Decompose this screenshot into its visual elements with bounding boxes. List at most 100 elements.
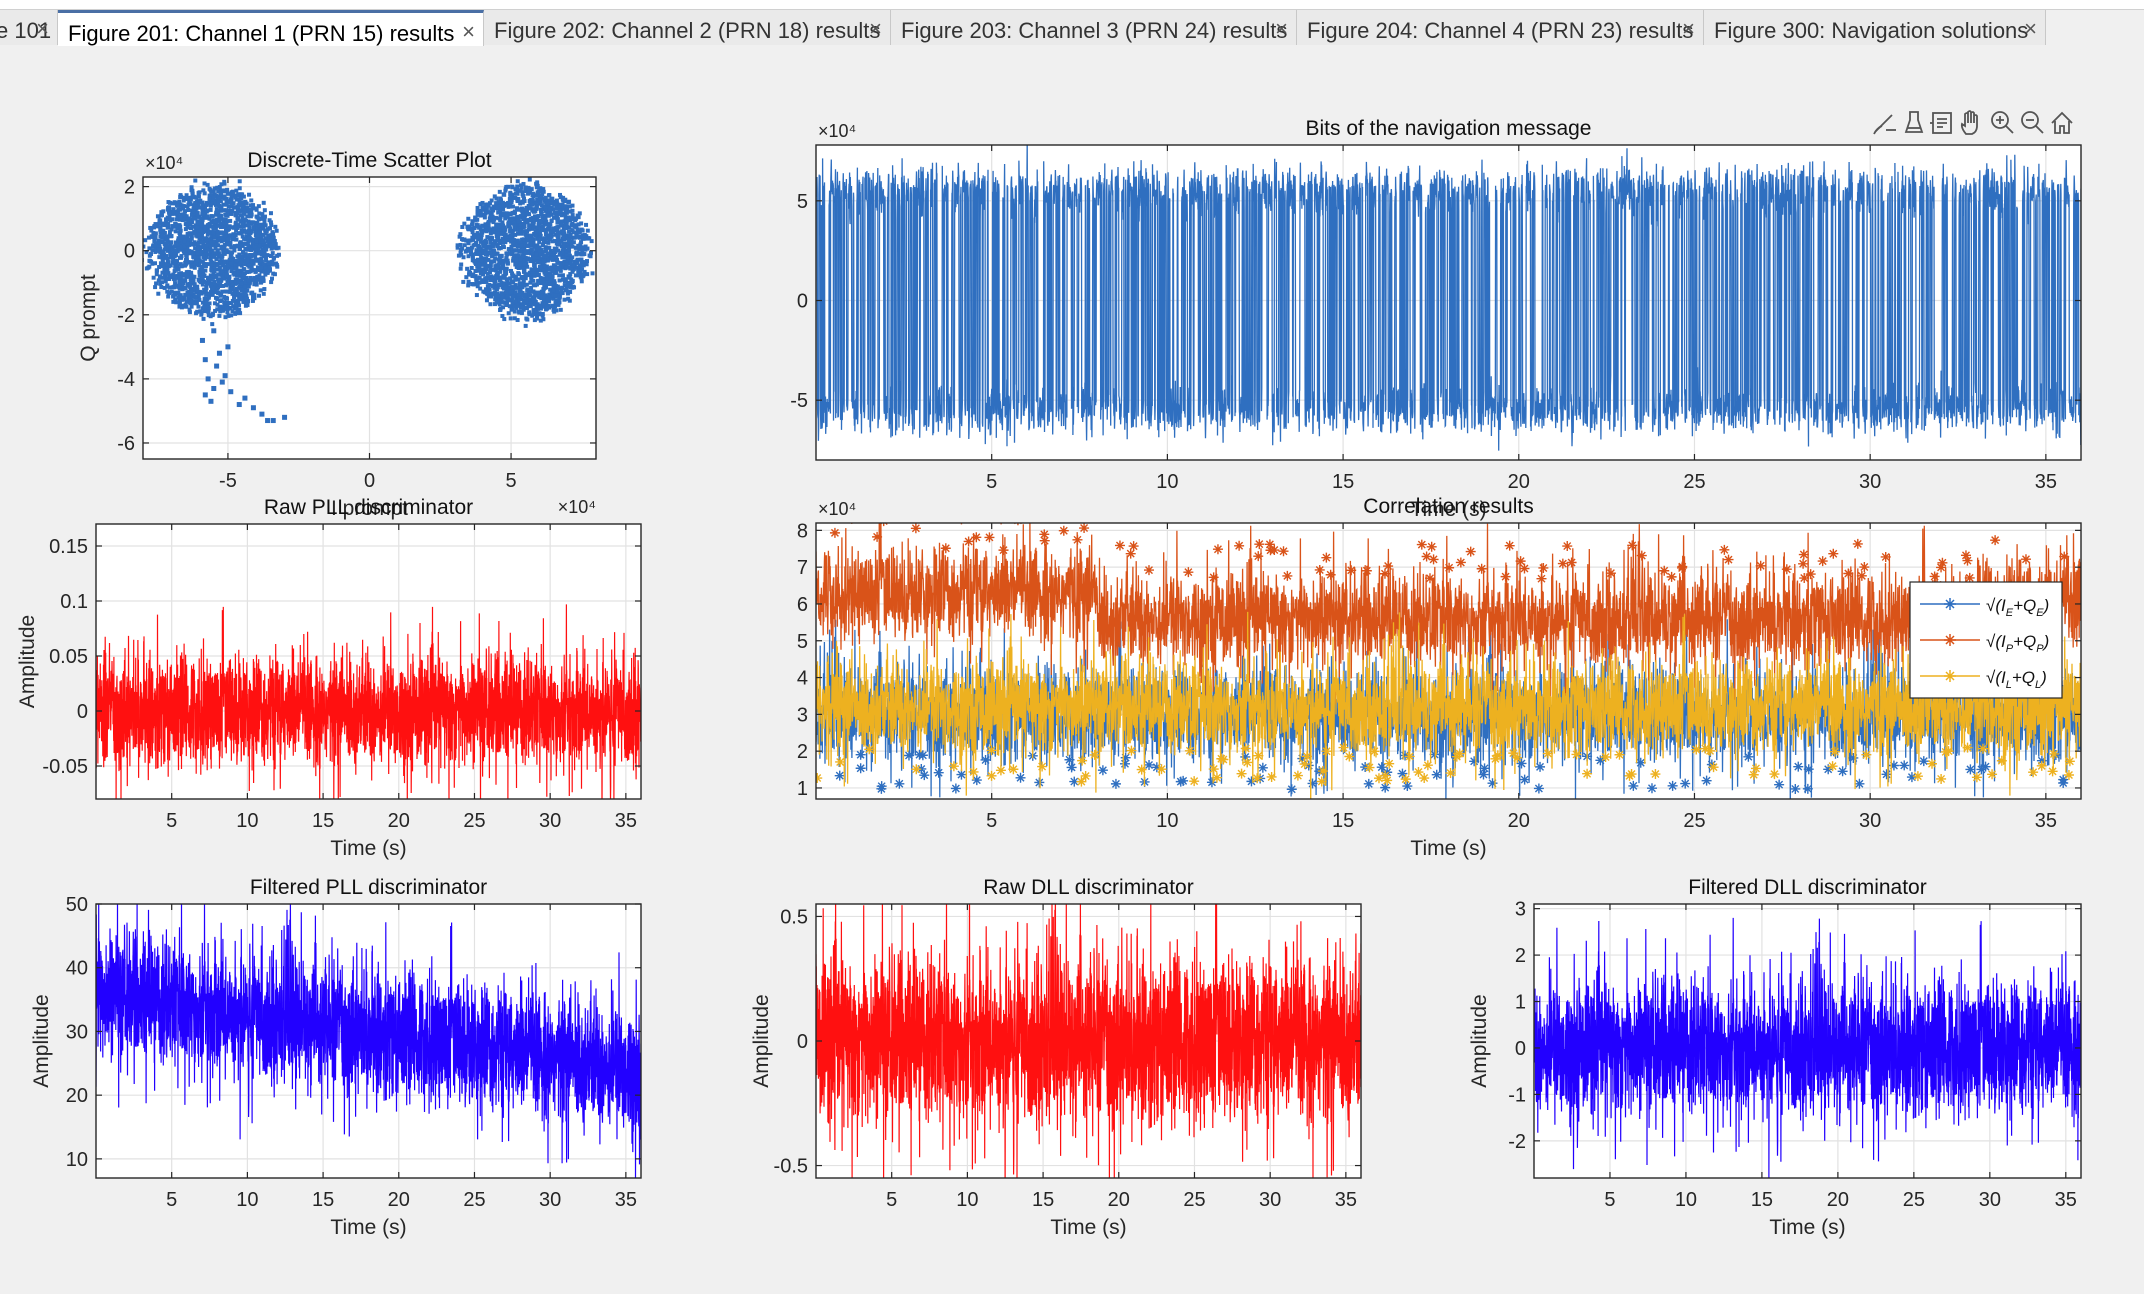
scatter-point: [189, 279, 194, 284]
scatter-point: [179, 305, 184, 310]
scatter-point: [243, 291, 248, 296]
scatter-point: [239, 196, 244, 201]
scatter-point: [190, 220, 195, 225]
scatter-point: [549, 265, 554, 270]
scatter-point: [185, 195, 190, 200]
scatter-point: [209, 248, 214, 253]
scatter-point: [477, 267, 482, 272]
scatter-point: [582, 233, 587, 238]
scatter-point: [211, 328, 217, 334]
corr-marker: [1234, 540, 1245, 551]
scatter-point: [519, 206, 524, 211]
scatter-point: [585, 246, 590, 251]
y-tick-label: 2: [797, 741, 808, 763]
scatter-point: [525, 243, 530, 248]
scatter-point: [193, 178, 198, 183]
scatter-point: [212, 263, 217, 268]
scatter-point: [215, 307, 220, 312]
y-tick-label: 5: [797, 191, 808, 213]
tab-figure-300[interactable]: Figure 300: Navigation solutions ×: [1704, 10, 2046, 45]
scatter-point: [185, 273, 190, 278]
corr-marker: [1382, 775, 1393, 786]
home-icon[interactable]: [2051, 111, 2073, 134]
scatter-point: [242, 271, 247, 276]
corr-marker: [1516, 758, 1527, 769]
scatter-point: [584, 262, 589, 267]
scatter-point: [538, 318, 543, 323]
scatter-point: [509, 268, 514, 273]
scatter-point: [519, 228, 524, 233]
tab-figure-202[interactable]: Figure 202: Channel 2 (PRN 18) results ×: [484, 10, 891, 45]
scatter-point: [550, 239, 555, 244]
pan-hand-icon[interactable]: [1960, 110, 1978, 135]
scatter-point: [259, 241, 264, 246]
scatter-point: [164, 268, 169, 273]
scatter-point: [495, 205, 500, 210]
scatter-point: [209, 219, 214, 224]
scatter-point: [518, 222, 523, 227]
scatter-point: [247, 225, 252, 230]
close-icon[interactable]: ×: [36, 16, 49, 41]
scatter-point: [501, 232, 506, 237]
brush-icon[interactable]: [1873, 114, 1896, 135]
tab-figure-204[interactable]: Figure 204: Channel 4 (PRN 23) results ×: [1297, 10, 1704, 45]
scatter-point: [541, 239, 546, 244]
scatter-point: [218, 293, 223, 298]
close-icon[interactable]: ×: [1275, 16, 1288, 41]
eraser-icon[interactable]: [1904, 111, 1924, 133]
tab-figure-101[interactable]: e 101 ×: [0, 10, 58, 45]
scatter-point: [182, 286, 187, 291]
scatter-point: [175, 226, 180, 231]
scatter-point: [205, 182, 210, 187]
scatter-point: [469, 227, 474, 232]
scatter-point: [570, 228, 575, 233]
corr-marker: [1828, 548, 1839, 559]
scatter-point: [233, 304, 238, 309]
scatter-point: [487, 287, 492, 292]
scatter-point: [482, 215, 487, 220]
zoom-out-icon[interactable]: [2021, 111, 2044, 134]
scatter-point: [474, 224, 479, 229]
scatter-point: [169, 240, 174, 245]
close-icon[interactable]: ×: [462, 19, 475, 44]
y-tick-label: 5: [797, 631, 808, 653]
scatter-point: [512, 304, 517, 309]
scatter-point: [165, 240, 170, 245]
scatter-point: [573, 273, 578, 278]
x-tick-label: 35: [2055, 1189, 2077, 1211]
scatter-point: [192, 255, 197, 260]
scatter-point: [556, 286, 561, 291]
close-icon[interactable]: ×: [2024, 16, 2037, 41]
tab-figure-201[interactable]: Figure 201: Channel 1 (PRN 15) results ×: [58, 10, 484, 46]
scatter-point: [219, 278, 224, 283]
corr-series-1-markers: [834, 749, 2069, 795]
chart-title: Filtered PLL discriminator: [250, 876, 487, 899]
scatter-point: [220, 274, 225, 279]
scatter-point: [498, 275, 503, 280]
y-tick-label: 40: [66, 958, 88, 980]
tab-figure-203[interactable]: Figure 203: Channel 3 (PRN 24) results ×: [891, 10, 1297, 45]
scatter-point: [546, 257, 551, 262]
scatter-point: [282, 414, 288, 420]
scatter-point: [152, 223, 157, 228]
scatter-point: [510, 184, 515, 189]
scatter-point: [561, 243, 566, 248]
scatter-point: [196, 294, 201, 299]
corr-marker: [1445, 768, 1456, 779]
close-icon[interactable]: ×: [1682, 16, 1695, 41]
scatter-point: [489, 294, 494, 299]
scatter-point: [541, 260, 546, 265]
scatter-point: [469, 265, 474, 270]
corr-marker: [1650, 769, 1661, 780]
scatter-point: [235, 254, 240, 259]
scatter-point: [241, 194, 246, 199]
scatter-point: [515, 231, 520, 236]
zoom-in-icon[interactable]: [1991, 111, 2014, 134]
scatter-point: [516, 265, 521, 270]
data-tip-icon[interactable]: [1930, 112, 1952, 134]
scatter-point: [236, 303, 241, 308]
scatter-point: [225, 304, 230, 309]
scatter-point: [228, 289, 233, 294]
close-icon[interactable]: ×: [869, 16, 882, 41]
scatter-point: [534, 216, 539, 221]
